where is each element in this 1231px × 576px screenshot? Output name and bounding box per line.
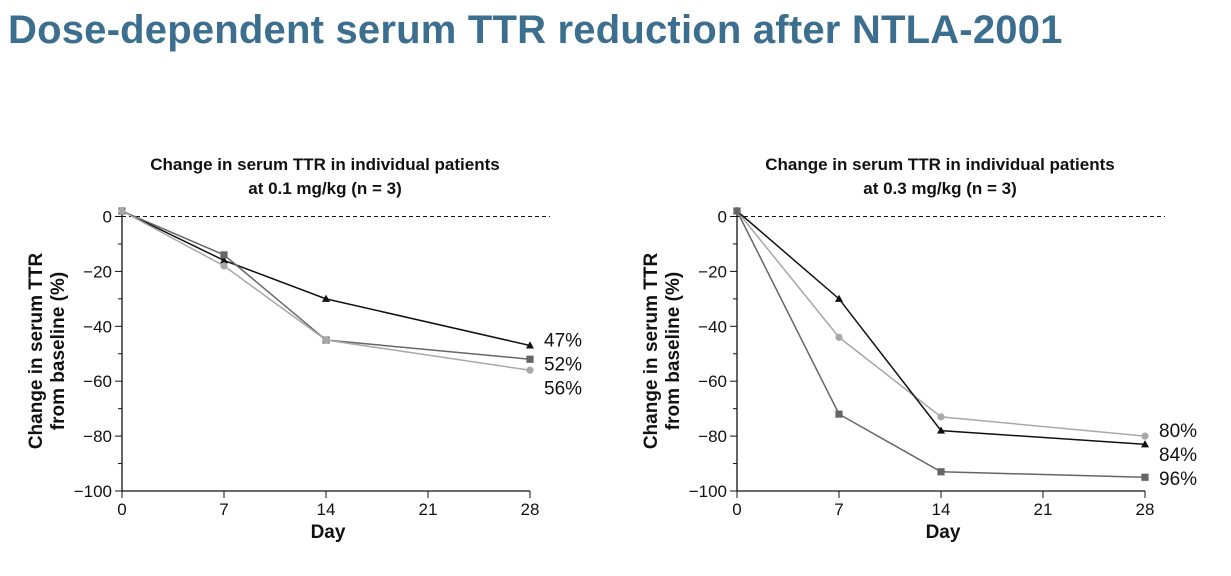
y-tick-label: −40 <box>698 317 727 336</box>
data-point-triangle <box>526 341 534 349</box>
data-point-circle <box>118 207 126 215</box>
y-tick-label: −80 <box>698 427 727 446</box>
series-end-label: 96% <box>1159 469 1197 490</box>
data-point-circle <box>1141 432 1149 440</box>
x-tick-label: 28 <box>1136 500 1155 519</box>
data-point-triangle <box>220 256 228 264</box>
data-point-circle <box>937 413 945 421</box>
y-axis-title-line: Change in serum TTR <box>641 253 662 450</box>
data-point-triangle <box>937 426 945 434</box>
x-tick-label: 28 <box>521 500 540 519</box>
y-tick-label: 0 <box>103 207 112 226</box>
data-point-square <box>937 468 945 476</box>
data-point-square <box>835 410 843 418</box>
chart-0-3-mg-kg: Change in serum TTR in individual patien… <box>641 155 1197 543</box>
page-title: Dose-dependent serum TTR reduction after… <box>8 8 1063 52</box>
x-axis-title: Day <box>926 522 961 543</box>
chart-0-1-mg-kg: Change in serum TTR in individual patien… <box>26 155 582 543</box>
series-line-square <box>736 210 1146 479</box>
series-line-triangle <box>736 210 1146 446</box>
data-point-circle <box>835 333 843 341</box>
y-tick-label: −40 <box>83 317 112 336</box>
x-tick-label: 14 <box>932 500 951 519</box>
data-point-square <box>733 207 741 215</box>
series-end-label: 80% <box>1159 421 1197 442</box>
series-end-label: 52% <box>544 355 582 376</box>
y-tick-label: −80 <box>83 427 112 446</box>
data-point-triangle <box>322 294 330 302</box>
y-tick-label: −100 <box>74 482 112 501</box>
x-tick-label: 7 <box>834 500 843 519</box>
series-line-circle <box>736 210 1146 437</box>
series-end-label: 47% <box>544 331 582 352</box>
data-point-circle <box>220 262 228 270</box>
data-point-square <box>220 251 228 259</box>
chart-title-line: at 0.1 mg/kg (n = 3) <box>248 179 402 198</box>
series-end-label: 56% <box>544 379 582 400</box>
chart-panel-0-1-mg-kg: Change in serum TTR in individual patien… <box>0 145 600 555</box>
x-axis-title: Day <box>311 522 346 543</box>
y-tick-label: −100 <box>689 482 727 501</box>
y-tick-label: −60 <box>83 372 112 391</box>
data-point-circle <box>322 336 330 344</box>
y-tick-label: −60 <box>698 372 727 391</box>
data-point-triangle <box>835 294 843 302</box>
chart-title-line: Change in serum TTR in individual patien… <box>765 155 1114 174</box>
x-tick-label: 0 <box>117 500 126 519</box>
series-line-triangle <box>121 210 531 347</box>
chart-panel-0-3-mg-kg: Change in serum TTR in individual patien… <box>615 145 1215 555</box>
x-tick-label: 21 <box>419 500 438 519</box>
data-point-square <box>1141 473 1149 481</box>
x-tick-label: 7 <box>219 500 228 519</box>
data-point-triangle <box>1141 440 1149 448</box>
chart-title-line: Change in serum TTR in individual patien… <box>150 155 499 174</box>
y-axis-title-line: Change in serum TTR <box>26 253 47 450</box>
data-point-circle <box>526 366 534 374</box>
data-point-square <box>526 355 534 363</box>
x-tick-label: 0 <box>732 500 741 519</box>
y-tick-label: −20 <box>83 262 112 281</box>
series-line-circle <box>121 210 531 371</box>
y-tick-label: 0 <box>718 207 727 226</box>
chart-title-line: at 0.3 mg/kg (n = 3) <box>863 179 1017 198</box>
x-tick-label: 14 <box>317 500 336 519</box>
series-line-square <box>121 210 531 360</box>
series-end-label: 84% <box>1159 445 1197 466</box>
x-tick-label: 21 <box>1034 500 1053 519</box>
y-tick-label: −20 <box>698 262 727 281</box>
y-axis-title-line: from baseline (%) <box>663 272 684 430</box>
y-axis-title-line: from baseline (%) <box>48 272 69 430</box>
